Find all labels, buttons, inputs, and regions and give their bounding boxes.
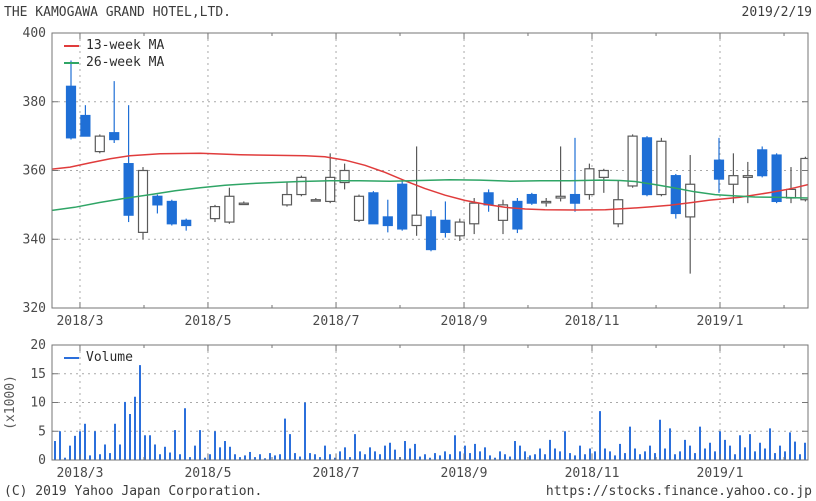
svg-text:2018/7: 2018/7 [313,314,360,329]
legend-item-ma13: 13-week MA [64,37,164,54]
chart-footer: (C) 2019 Yahoo Japan Corporation. https:… [0,482,816,500]
chart-header: THE KAMOGAWA GRAND HOTEL,LTD. 2019/2/19 [0,3,816,21]
chart-title: THE KAMOGAWA GRAND HOTEL,LTD. [4,4,231,20]
svg-text:20: 20 [30,338,46,353]
price-candlestick-chart: 320 340 360 380 400 2018/3 2018/5 2018/7 2018/9 2… [23,26,809,329]
ma26-line-swatch [64,61,79,64]
volume-chart-legend: Volume [64,349,133,366]
volume-legend-label: Volume [86,350,133,365]
volume-bar-swatch [64,356,79,359]
svg-text:2018/11: 2018/11 [565,314,620,329]
ma13-legend-label: 13-week MA [86,38,165,53]
svg-text:2018/9: 2018/9 [441,466,488,480]
source-url-text: https://stocks.finance.yahoo.co.jp [545,483,812,499]
legend-item-volume: Volume [64,349,133,366]
svg-text:2018/5: 2018/5 [184,466,231,480]
svg-text:(x1000): (x1000) [3,375,18,430]
ma26-legend-label: 26-week MA [86,55,165,70]
svg-text:15: 15 [30,367,46,382]
svg-text:400: 400 [23,26,46,41]
svg-text:360: 360 [23,164,46,179]
svg-text:2018/11: 2018/11 [565,466,620,480]
svg-text:10: 10 [30,396,46,411]
svg-text:340: 340 [23,232,46,247]
svg-text:320: 320 [23,301,46,316]
copyright-text: (C) 2019 Yahoo Japan Corporation. [4,483,263,499]
svg-text:5: 5 [38,424,46,439]
price-chart-legend: 13-week MA 26-week MA [64,37,164,71]
ma13-line-swatch [64,44,79,47]
chart-date-label: 2019/2/19 [741,4,812,20]
svg-text:2018/7: 2018/7 [313,466,360,480]
svg-text:380: 380 [23,95,46,110]
svg-text:2018/5: 2018/5 [184,314,231,329]
volume-bar-chart: 0 5 10 15 20 (x1000) 2018/3 2018/5 2018/7 2018/9 2… [3,338,809,480]
svg-text:2019/1: 2019/1 [697,314,744,329]
svg-text:0: 0 [38,453,46,468]
svg-text:2018/3: 2018/3 [56,314,103,329]
svg-text:2019/1: 2019/1 [697,466,744,480]
svg-text:2018/9: 2018/9 [441,314,488,329]
svg-text:2018/3: 2018/3 [56,466,103,480]
legend-item-ma26: 26-week MA [64,54,164,71]
